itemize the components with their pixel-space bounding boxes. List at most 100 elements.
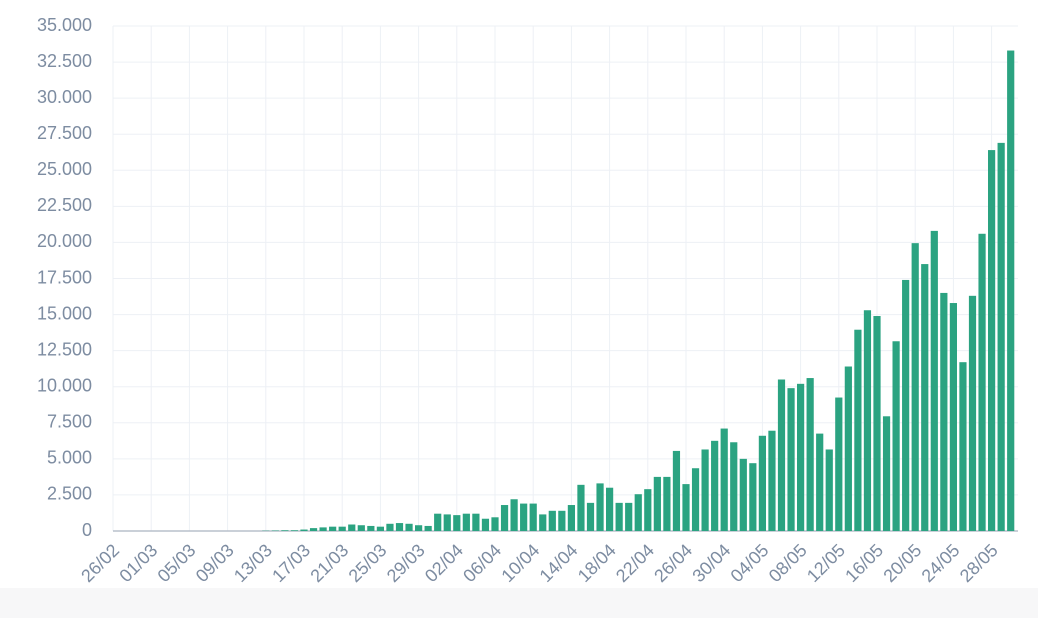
bar: [787, 388, 795, 531]
x-tick-label: 04/05: [727, 540, 773, 586]
bar: [806, 378, 814, 531]
x-tick-label: 24/05: [918, 540, 964, 586]
bar: [949, 303, 957, 531]
bar: [462, 513, 470, 531]
bar: [1007, 50, 1015, 532]
bar: [988, 150, 996, 532]
bar: [711, 440, 719, 531]
y-tick-label: 35.000: [37, 15, 92, 35]
x-tick-label: 21/03: [306, 540, 352, 586]
x-tick-label: 09/03: [192, 540, 238, 586]
footer-band: [0, 588, 1038, 618]
bar: [567, 505, 575, 531]
bar: [606, 487, 614, 531]
x-tick-label: 12/05: [803, 540, 849, 586]
bar: [854, 329, 862, 531]
y-tick-label: 5.000: [47, 448, 92, 468]
y-tick-label: 25.000: [37, 159, 92, 179]
bar: [367, 525, 375, 531]
bar: [921, 264, 929, 531]
x-tick-label: 29/03: [383, 540, 429, 586]
bar: [319, 527, 327, 531]
x-tick-label: 30/04: [688, 540, 734, 586]
bar: [615, 502, 623, 531]
bar: [539, 514, 547, 531]
bar: [625, 502, 633, 531]
bar: [472, 513, 480, 531]
bar: [911, 243, 919, 531]
y-tick-label: 22.500: [37, 195, 92, 215]
y-tick-label: 7.500: [47, 412, 92, 432]
bar: [348, 524, 356, 531]
bar: [863, 310, 872, 531]
bar: [558, 510, 566, 531]
bar: [434, 513, 442, 531]
x-tick-label: 08/05: [765, 540, 811, 586]
y-tick-label: 10.000: [37, 375, 92, 395]
x-tick-label: 20/05: [879, 540, 925, 586]
bar: [978, 233, 986, 531]
bar: [338, 526, 346, 531]
y-tick-label: 15.000: [37, 303, 92, 323]
bar: [644, 489, 652, 531]
y-tick-label: 12.500: [37, 339, 92, 359]
bar: [309, 528, 318, 531]
bar: [634, 494, 642, 531]
y-tick-label: 30.000: [37, 87, 92, 107]
bar: [405, 523, 413, 531]
bar: [892, 341, 900, 531]
x-tick-label: 06/04: [459, 540, 505, 586]
y-tick-label: 0: [82, 520, 92, 540]
bar: [691, 468, 700, 531]
x-tick-label: 05/03: [154, 540, 200, 586]
bar: [663, 476, 671, 531]
bar: [386, 523, 394, 531]
bar: [816, 433, 824, 531]
bar: [443, 514, 451, 531]
y-tick-label: 32.500: [37, 51, 92, 71]
y-tick-label: 2.500: [47, 484, 92, 504]
x-tick-label: 26/04: [650, 540, 696, 586]
bar: [844, 366, 852, 531]
x-tick-label: 14/04: [536, 540, 582, 586]
bar: [329, 526, 337, 531]
bar: [777, 379, 786, 531]
bar: [682, 484, 690, 531]
bar: [835, 397, 843, 531]
bar: [768, 430, 776, 531]
y-tick-label: 17.500: [37, 267, 92, 287]
bar: [959, 362, 967, 531]
bar: [596, 483, 604, 531]
x-tick-label: 25/03: [345, 540, 391, 586]
x-tick-label: 28/05: [956, 540, 1002, 586]
bar: [930, 230, 938, 531]
bar: [797, 383, 805, 531]
bar: [672, 450, 681, 531]
bar: [548, 510, 556, 531]
x-tick-label: 18/04: [574, 540, 620, 586]
x-tick-label: 02/04: [421, 540, 467, 586]
x-tick-label: 10/04: [497, 540, 543, 586]
bar: [300, 529, 308, 531]
bar: [586, 502, 595, 531]
bar: [481, 518, 490, 531]
bar: [882, 416, 891, 531]
bar: [873, 316, 881, 531]
bar: [825, 449, 833, 531]
bar: [653, 476, 661, 531]
bar: [453, 515, 461, 531]
bar: [395, 523, 404, 531]
bar: [758, 435, 766, 531]
bar: [415, 525, 423, 531]
bar: [290, 530, 299, 531]
bar: [529, 503, 537, 531]
bar: [491, 517, 499, 531]
bar: [510, 499, 518, 531]
bar: [730, 442, 738, 531]
x-tick-label: 16/05: [841, 540, 887, 586]
bar: [997, 142, 1005, 531]
bar: [749, 463, 757, 531]
bar: [577, 484, 585, 531]
